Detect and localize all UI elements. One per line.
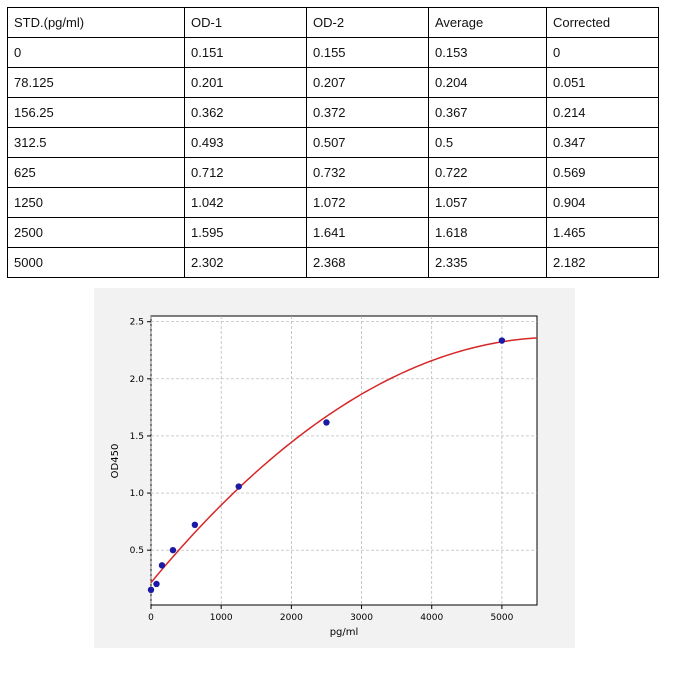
x-tick-label: 3000: [350, 613, 373, 623]
table-cell: 0.493: [184, 127, 307, 158]
y-tick-label: 1.5: [130, 432, 144, 442]
table-cell: 78.125: [7, 67, 185, 98]
x-tick-label: 4000: [420, 613, 443, 623]
x-tick-label: 0: [148, 613, 154, 623]
table-cell: 625: [7, 157, 185, 188]
standard-curve-table: STD.(pg/ml) OD-1 OD-2 Average Corrected 0 0.15…: [7, 7, 659, 278]
table-cell: 0.372: [306, 97, 429, 128]
data-point: [323, 419, 330, 426]
table-cell: 1.042: [184, 187, 307, 218]
data-point: [158, 562, 166, 569]
table-cell: 0.201: [184, 67, 307, 98]
data-points: [147, 337, 506, 594]
table-cell: 0.362: [184, 97, 307, 128]
table-cell: 5000: [7, 247, 185, 278]
table-cell: 0.367: [428, 97, 547, 128]
table-cell: 0.207: [306, 67, 429, 98]
table-row: 78.125 0.201 0.207 0.204 0.051: [7, 67, 659, 98]
table-cell: 156.25: [7, 97, 185, 128]
table-header-cell: STD.(pg/ml): [7, 7, 185, 38]
table-cell: 0.732: [306, 157, 429, 188]
table-row: 312.5 0.493 0.507 0.5 0.347: [7, 127, 659, 158]
table-cell: 0: [546, 37, 659, 68]
data-point: [153, 580, 160, 588]
y-tick-label: 2.0: [130, 375, 145, 385]
table-cell: 0.5: [428, 127, 547, 158]
table-header-cell: Average: [428, 7, 547, 38]
data-point: [235, 483, 242, 490]
table-cell: 0.153: [428, 37, 547, 68]
plot-area: [150, 315, 538, 606]
table-header-cell: Corrected: [546, 7, 659, 38]
data-point: [147, 586, 155, 594]
table-cell: 1.641: [306, 217, 429, 248]
y-tick-label: 0.5: [130, 546, 144, 556]
x-axis-label: pg/ml: [330, 627, 359, 638]
table-row: 1250 1.042 1.072 1.057 0.904: [7, 187, 659, 218]
table-cell: 0.569: [546, 157, 659, 188]
table-cell: 0.214: [546, 97, 659, 128]
x-axis-ticks: 0 1000 2000 3000 4000 5000: [148, 605, 514, 623]
table-cell: 0.507: [306, 127, 429, 158]
table-row: 5000 2.302 2.368 2.335 2.182: [7, 247, 659, 278]
table-cell: 0.051: [546, 67, 659, 98]
x-tick-label: 2000: [280, 613, 303, 623]
table-cell: 312.5: [7, 127, 185, 158]
y-tick-label: 2.5: [130, 318, 144, 328]
table-cell: 2.182: [546, 247, 659, 278]
table-cell: 0.347: [546, 127, 659, 158]
data-point: [498, 337, 506, 344]
table-cell: 1.618: [428, 217, 547, 248]
data-point: [191, 521, 199, 529]
table-cell: 1.072: [306, 187, 429, 218]
table-cell: 0.204: [428, 67, 547, 98]
x-tick-label: 1000: [210, 613, 233, 623]
table-cell: 2.368: [306, 247, 429, 278]
table-cell: 2.335: [428, 247, 547, 278]
table-row: 156.25 0.362 0.372 0.367 0.214: [7, 97, 659, 128]
table-row: 625 0.712 0.732 0.722 0.569: [7, 157, 659, 188]
table-cell: 1250: [7, 187, 185, 218]
chart-svg: 0 1000 2000 3000 4000 5000 0.5 1.0 1.5 2.0 2.5 pg…: [110, 315, 538, 638]
table-cell: 2.302: [184, 247, 307, 278]
standard-curve-chart: 0 1000 2000 3000 4000 5000 0.5 1.0 1.5 2.0 2.5 pg…: [94, 288, 575, 648]
table-header-cell: OD-1: [184, 7, 307, 38]
table-cell: 0.151: [184, 37, 307, 68]
x-tick-label: 5000: [490, 613, 513, 623]
table-cell: 1.595: [184, 217, 307, 248]
table-cell: 1.465: [546, 217, 659, 248]
fit-curve: [150, 337, 538, 584]
table-cell: 0.155: [306, 37, 429, 68]
table-cell: 0.712: [184, 157, 307, 188]
table-cell: 0.722: [428, 157, 547, 188]
table-cell: 0.904: [546, 187, 659, 218]
table-header-row: STD.(pg/ml) OD-1 OD-2 Average Corrected: [7, 7, 659, 38]
data-point: [169, 546, 177, 554]
table-cell: 1.057: [428, 187, 547, 218]
table-cell: 0: [7, 37, 185, 68]
y-axis-label: OD450: [110, 444, 121, 479]
table-cell: 2500: [7, 217, 185, 248]
table-row: 0 0.151 0.155 0.153 0: [7, 37, 659, 68]
table-header-cell: OD-2: [306, 7, 429, 38]
grid-lines: [150, 316, 537, 605]
y-tick-label: 1.0: [130, 489, 145, 499]
y-axis-ticks: 0.5 1.0 1.5 2.0 2.5: [130, 318, 151, 556]
table-row: 2500 1.595 1.641 1.618 1.465: [7, 217, 659, 248]
